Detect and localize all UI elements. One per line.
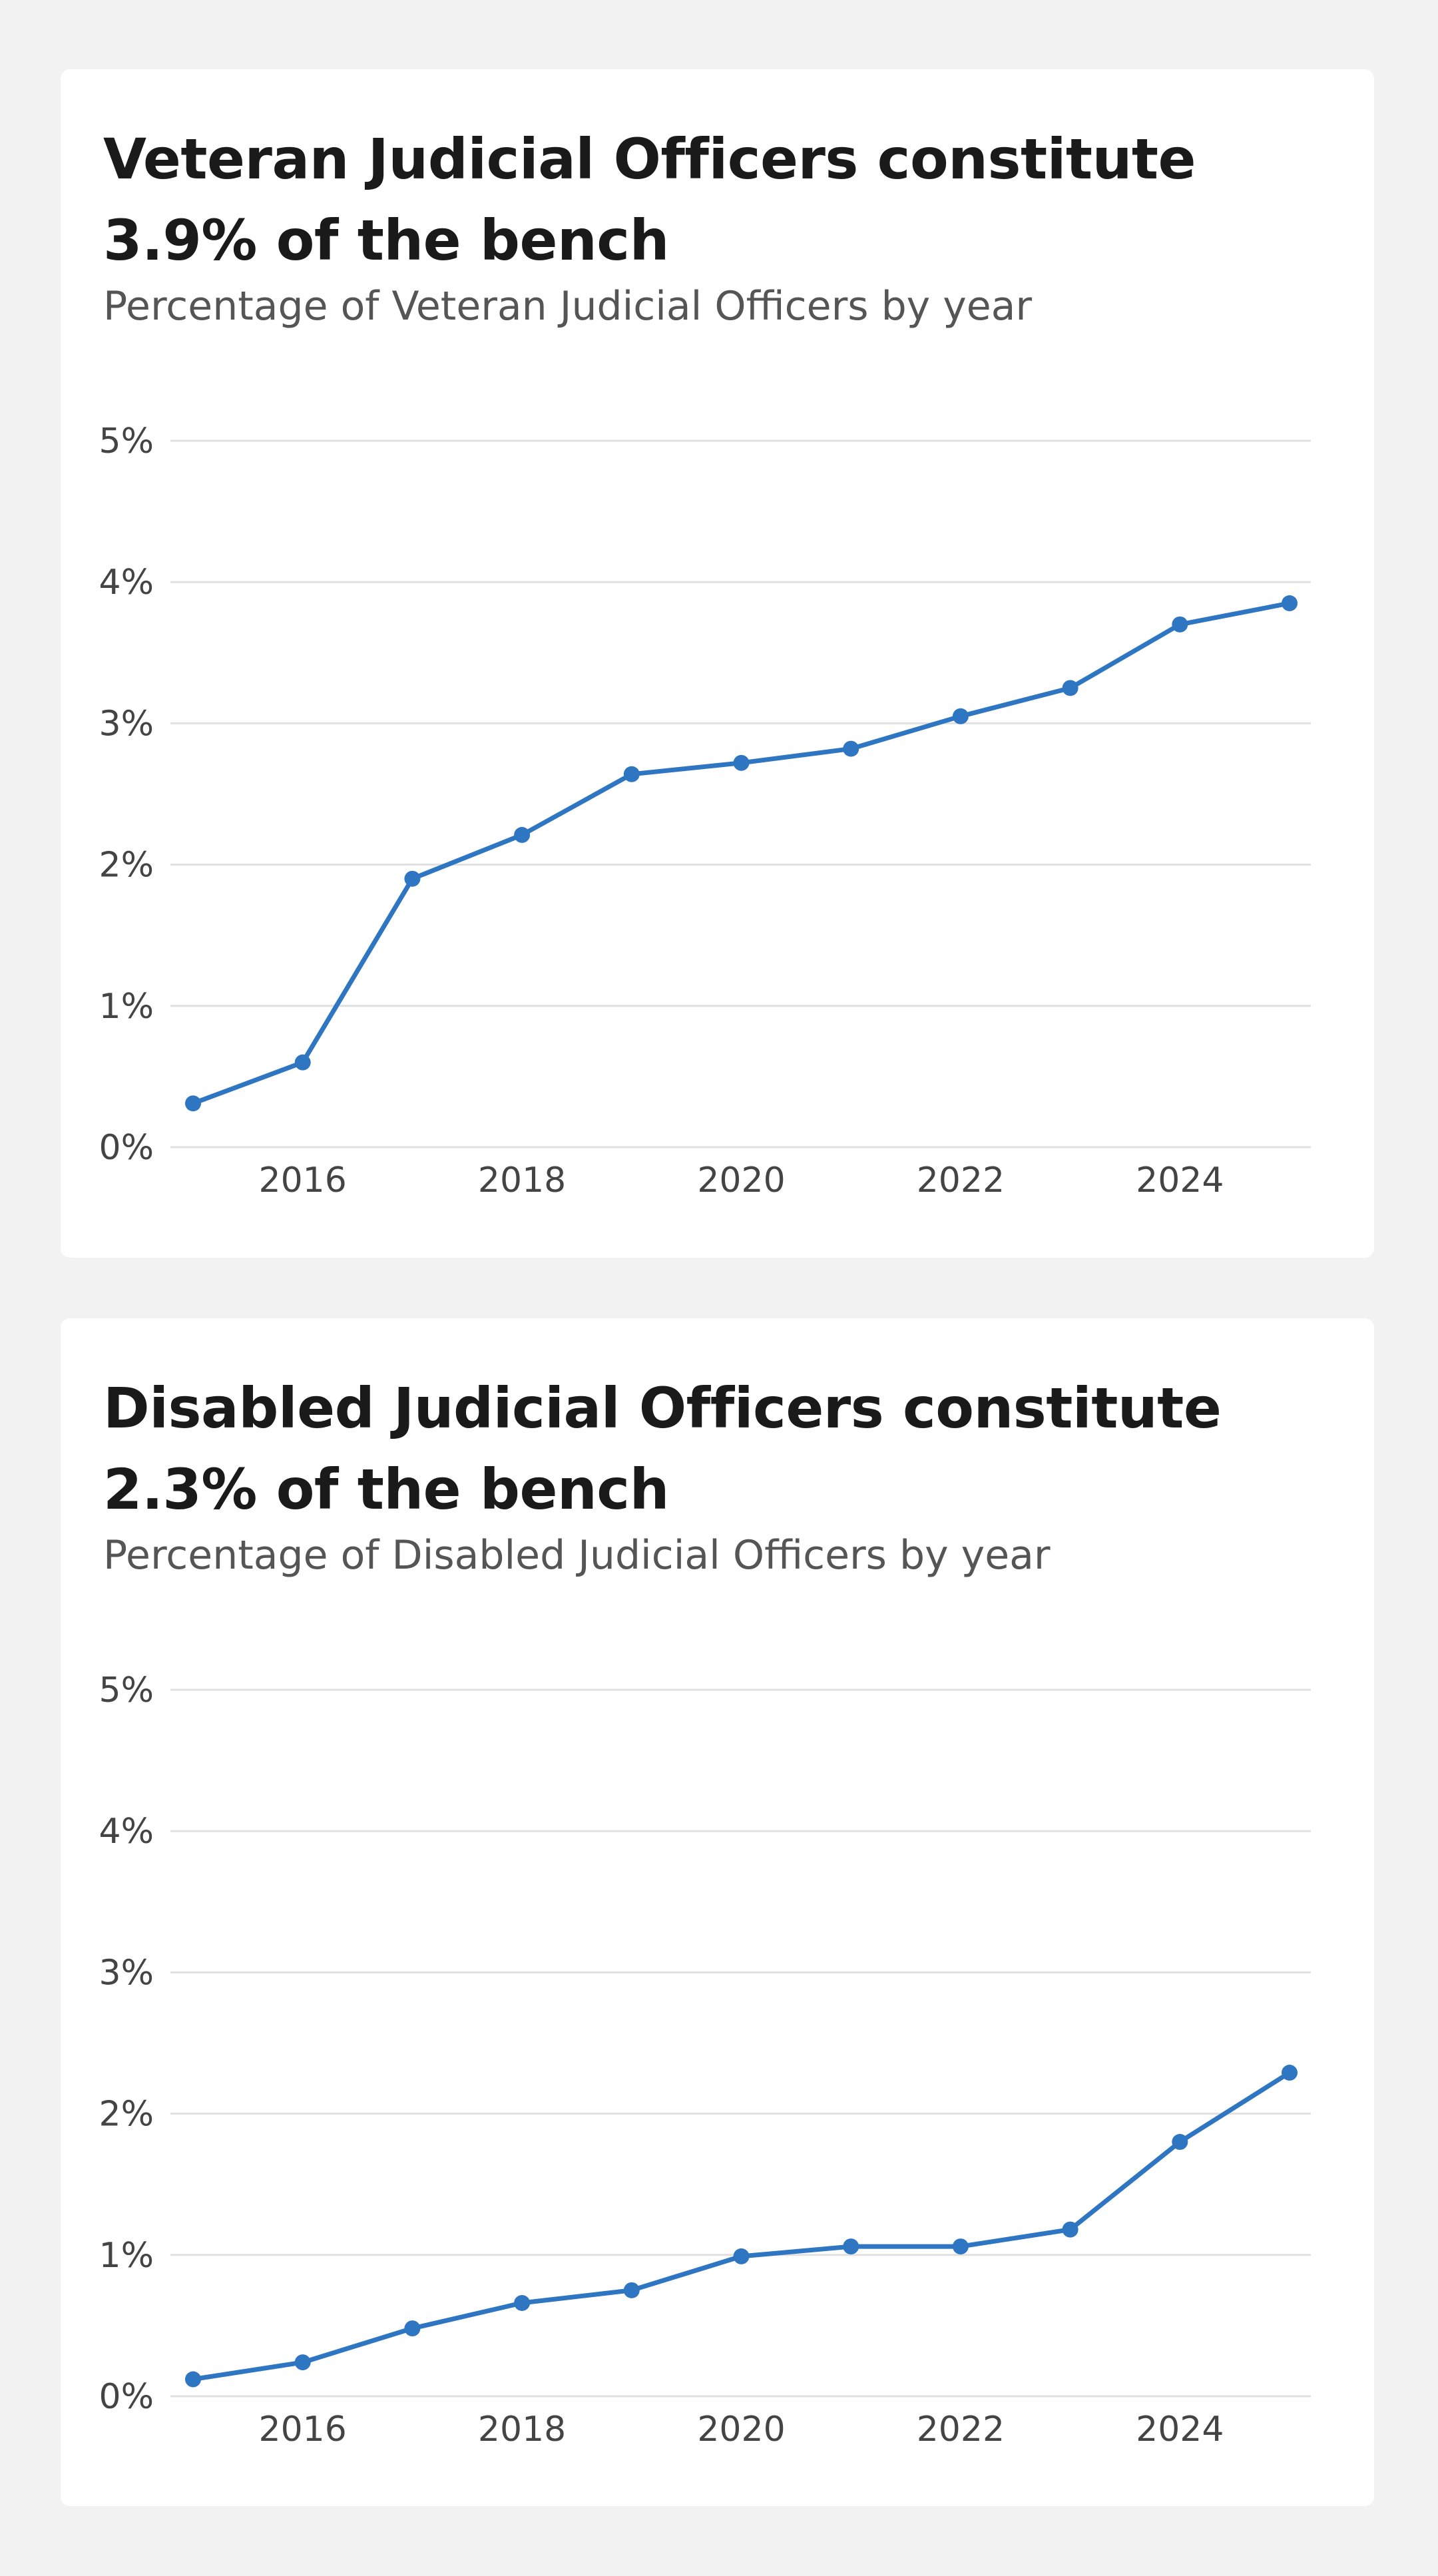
- y-tick-label: 2%: [99, 846, 154, 886]
- y-tick-label: 1%: [99, 987, 154, 1027]
- x-axis: 2016 2018 2020 2022 2024: [259, 2410, 1224, 2449]
- veteran-line-chart: 0% 1% 2% 3% 4% 5% 2016 2018 2020 2022 2024: [99, 421, 1311, 1200]
- data-point[interactable]: [623, 766, 640, 782]
- data-point[interactable]: [623, 2282, 640, 2298]
- y-tick-label: 4%: [99, 1812, 154, 1852]
- data-point[interactable]: [185, 1095, 201, 1112]
- y-tick-label: 5%: [99, 1671, 154, 1710]
- series: [185, 595, 1298, 1112]
- gridlines: [170, 1688, 1311, 2398]
- y-tick-label: 0%: [99, 1128, 154, 1168]
- data-point[interactable]: [1062, 2221, 1078, 2238]
- data-point[interactable]: [1172, 616, 1188, 633]
- disabled-line-chart: 0% 1% 2% 3% 4% 5% 2016 2018 2020 2022 2024: [99, 1671, 1311, 2449]
- x-tick-label: 2022: [917, 2410, 1005, 2449]
- data-point[interactable]: [404, 2320, 421, 2337]
- data-point[interactable]: [1282, 2065, 1298, 2081]
- y-axis: 0% 1% 2% 3% 4% 5%: [99, 1671, 154, 2417]
- data-point[interactable]: [185, 2371, 201, 2388]
- veteran-chart-card: Veteran Judicial Officers constitute 3.9…: [61, 69, 1374, 1258]
- data-point[interactable]: [843, 740, 859, 757]
- y-tick-label: 0%: [99, 2377, 154, 2417]
- data-point[interactable]: [1062, 680, 1078, 696]
- chart-subtitle: Percentage of Veteran Judicial Officers …: [103, 283, 1033, 330]
- data-point[interactable]: [733, 754, 750, 771]
- series: [185, 2065, 1298, 2388]
- chart-title: Veteran Judicial Officers constitute 3.9…: [103, 127, 1196, 273]
- x-tick-label: 2020: [697, 1160, 785, 1200]
- data-point[interactable]: [843, 2238, 859, 2255]
- x-tick-label: 2016: [259, 1160, 347, 1200]
- data-point[interactable]: [1282, 595, 1298, 612]
- series-line: [190, 601, 1292, 1106]
- data-point[interactable]: [294, 2354, 311, 2371]
- series-line: [190, 2070, 1292, 2382]
- x-tick-label: 2024: [1136, 2410, 1224, 2449]
- x-tick-label: 2016: [259, 2410, 347, 2449]
- disabled-chart-card: Disabled Judicial Officers constitute 2.…: [61, 1318, 1374, 2506]
- y-axis: 0% 1% 2% 3% 4% 5%: [99, 421, 154, 1168]
- x-tick-label: 2022: [917, 1160, 1005, 1200]
- y-tick-label: 3%: [99, 1953, 154, 1993]
- x-axis: 2016 2018 2020 2022 2024: [259, 1160, 1224, 1200]
- gridlines: [170, 439, 1311, 1149]
- x-tick-label: 2018: [478, 1160, 566, 1200]
- chart-subtitle: Percentage of Disabled Judicial Officers…: [103, 1532, 1051, 1579]
- data-point[interactable]: [514, 827, 531, 844]
- x-tick-label: 2020: [697, 2410, 785, 2449]
- x-tick-label: 2024: [1136, 1160, 1224, 1200]
- y-tick-label: 4%: [99, 563, 154, 603]
- y-tick-label: 3%: [99, 704, 154, 744]
- data-point[interactable]: [1172, 2134, 1188, 2151]
- y-tick-label: 2%: [99, 2095, 154, 2135]
- data-point[interactable]: [294, 1054, 311, 1071]
- data-point[interactable]: [404, 870, 421, 887]
- y-tick-label: 5%: [99, 421, 154, 461]
- data-point[interactable]: [514, 2294, 531, 2311]
- x-tick-label: 2018: [478, 2410, 566, 2449]
- data-point[interactable]: [952, 2238, 969, 2255]
- data-point[interactable]: [952, 708, 969, 724]
- chart-title: Disabled Judicial Officers constitute 2.…: [103, 1376, 1222, 1522]
- y-tick-label: 1%: [99, 2236, 154, 2276]
- data-point[interactable]: [733, 2248, 750, 2264]
